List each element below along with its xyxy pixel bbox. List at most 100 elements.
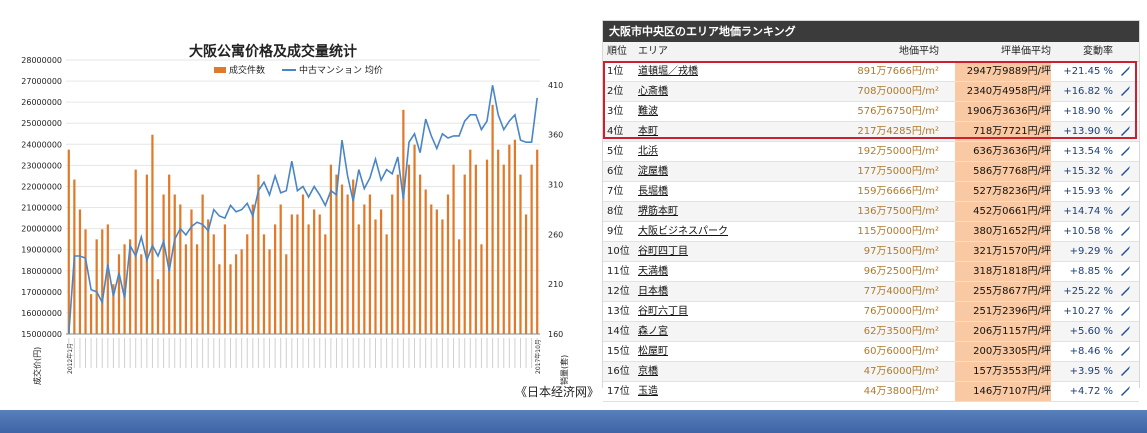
area-link[interactable]: 本町	[638, 126, 658, 137]
area-link[interactable]: 道頓堀／戎橋	[638, 66, 698, 77]
series-line	[68, 85, 538, 335]
trend-pen-icon[interactable]	[1119, 125, 1131, 137]
rank-cell: 15位	[607, 346, 630, 357]
trend-pen-icon[interactable]	[1119, 285, 1131, 297]
area-link[interactable]: 難波	[638, 106, 658, 117]
trend-pen-icon[interactable]	[1119, 165, 1131, 177]
area-link[interactable]: 大阪ビジネスパーク	[638, 226, 728, 237]
chart-title: 大阪公寓价格及成交量统计	[189, 43, 357, 60]
bar	[313, 209, 316, 334]
land-price-cell: 76万0000円/m²	[863, 306, 939, 317]
rank-cell: 9位	[607, 226, 624, 237]
table-row: 12位 日本橋 77万4000円/m² 255万8677円/坪 +25.22 %	[603, 282, 1139, 302]
trend-pen-icon[interactable]	[1119, 265, 1131, 277]
trend-pen-icon[interactable]	[1119, 105, 1131, 117]
trend-pen-icon[interactable]	[1119, 365, 1131, 377]
bar	[212, 234, 215, 334]
bar	[497, 149, 500, 334]
bar	[67, 149, 70, 334]
trend-pen-icon[interactable]	[1119, 305, 1131, 317]
bar	[106, 224, 109, 334]
y-left-tick-label: 24000000	[21, 140, 62, 149]
legend-label-line: 中古マンション 均价	[299, 64, 383, 76]
bar	[296, 214, 299, 334]
bar	[184, 244, 188, 334]
rank-cell: 3位	[607, 106, 624, 117]
area-link[interactable]: 京橋	[638, 366, 658, 377]
chart-svg: 大阪公寓价格及成交量统计 28000000 27000000 26000000 2500…	[21, 43, 569, 385]
bar	[129, 239, 132, 334]
trend-pen-icon[interactable]	[1119, 385, 1131, 397]
change-rate-cell: +8.85 %	[1069, 266, 1113, 277]
land-price-cell: 44万3800円/m²	[863, 386, 939, 397]
trend-pen-icon[interactable]	[1119, 325, 1131, 337]
trend-pen-icon[interactable]	[1119, 345, 1131, 357]
area-link[interactable]: 日本橋	[638, 286, 668, 297]
bar	[240, 249, 243, 334]
land-price-cell: 192万5000円/m²	[857, 146, 939, 157]
bar	[508, 144, 511, 334]
bar	[290, 214, 293, 334]
area-link[interactable]: 長堀橋	[638, 186, 668, 197]
area-link[interactable]: 玉造	[638, 386, 658, 397]
y-left-tick-label: 28000000	[21, 56, 62, 65]
bar	[257, 174, 260, 334]
trend-pen-icon[interactable]	[1119, 225, 1131, 237]
bar	[95, 239, 98, 334]
change-rate-cell: +15.32 %	[1063, 166, 1113, 177]
land-price-cell: 77万4000円/m²	[863, 286, 939, 297]
bar	[251, 204, 254, 334]
land-price-cell: 891万7666円/m²	[857, 66, 939, 77]
tsubo-price-cell: 527万8236円/坪	[973, 186, 1051, 197]
bar	[363, 204, 366, 334]
bar	[307, 224, 310, 334]
change-rate-cell: +8.46 %	[1069, 346, 1113, 357]
land-price-cell: 47万6000円/m²	[863, 366, 939, 377]
trend-pen-icon[interactable]	[1119, 205, 1131, 217]
table-row: 3位 難波 576万6750円/m² 1906万3636円/坪 +18.90 %	[603, 102, 1139, 122]
legend-label-bars: 成交件数	[229, 64, 265, 76]
change-rate-cell: +16.82 %	[1063, 86, 1113, 97]
area-link[interactable]: 森ノ宮	[638, 326, 668, 337]
x-tick-label: 2012年1月	[66, 343, 74, 374]
bar	[223, 224, 227, 334]
ranking-panel: 大阪市中央区のエリア地価ランキング 順位 エリア 地価平均 坪単価平均 変動率 …	[602, 20, 1140, 402]
area-link[interactable]: 淀屋橋	[638, 166, 668, 177]
rank-cell: 8位	[607, 206, 624, 217]
trend-pen-icon[interactable]	[1119, 145, 1131, 157]
ranking-column-headers: 順位 エリア 地価平均 坪単価平均 変動率	[603, 42, 1139, 62]
trend-pen-icon[interactable]	[1119, 85, 1131, 97]
bar	[441, 219, 444, 334]
trend-pen-icon[interactable]	[1119, 65, 1131, 77]
bar	[519, 174, 522, 334]
trend-pen-icon[interactable]	[1119, 185, 1131, 197]
area-link[interactable]: 松屋町	[638, 346, 668, 357]
bar	[530, 164, 533, 334]
table-row: 14位 森ノ宮 62万3500円/m² 206万1157円/坪 +5.60 %	[603, 322, 1139, 342]
bar	[424, 189, 427, 334]
y-left-tick-label: 19000000	[21, 246, 62, 255]
rank-cell: 7位	[607, 186, 624, 197]
bar	[145, 174, 148, 334]
area-link[interactable]: 堺筋本町	[638, 206, 678, 217]
bar	[262, 234, 266, 334]
y-left-axis-title: 成交价(円)	[32, 347, 42, 385]
area-link[interactable]: 天満橋	[638, 266, 668, 277]
y-left-tick-label: 15000000	[21, 330, 62, 339]
tsubo-price-cell: 636万3636円/坪	[973, 146, 1051, 157]
area-link[interactable]: 谷町六丁目	[638, 306, 688, 317]
bar	[474, 164, 477, 334]
area-link[interactable]: 谷町四丁目	[638, 246, 688, 257]
tsubo-price-cell: 321万1570円/坪	[973, 246, 1051, 257]
trend-pen-icon[interactable]	[1119, 245, 1131, 257]
area-link[interactable]: 北浜	[638, 146, 658, 157]
bar	[430, 204, 433, 334]
area-link[interactable]: 心斎橋	[638, 86, 668, 97]
bar	[463, 174, 466, 334]
y-right-tick-label: 160	[548, 330, 563, 339]
land-price-cell: 97万1500円/m²	[863, 246, 939, 257]
bar	[357, 224, 360, 334]
bar	[502, 164, 505, 334]
bar	[285, 254, 288, 334]
tsubo-price-cell: 2340万4958円/坪	[966, 86, 1051, 97]
